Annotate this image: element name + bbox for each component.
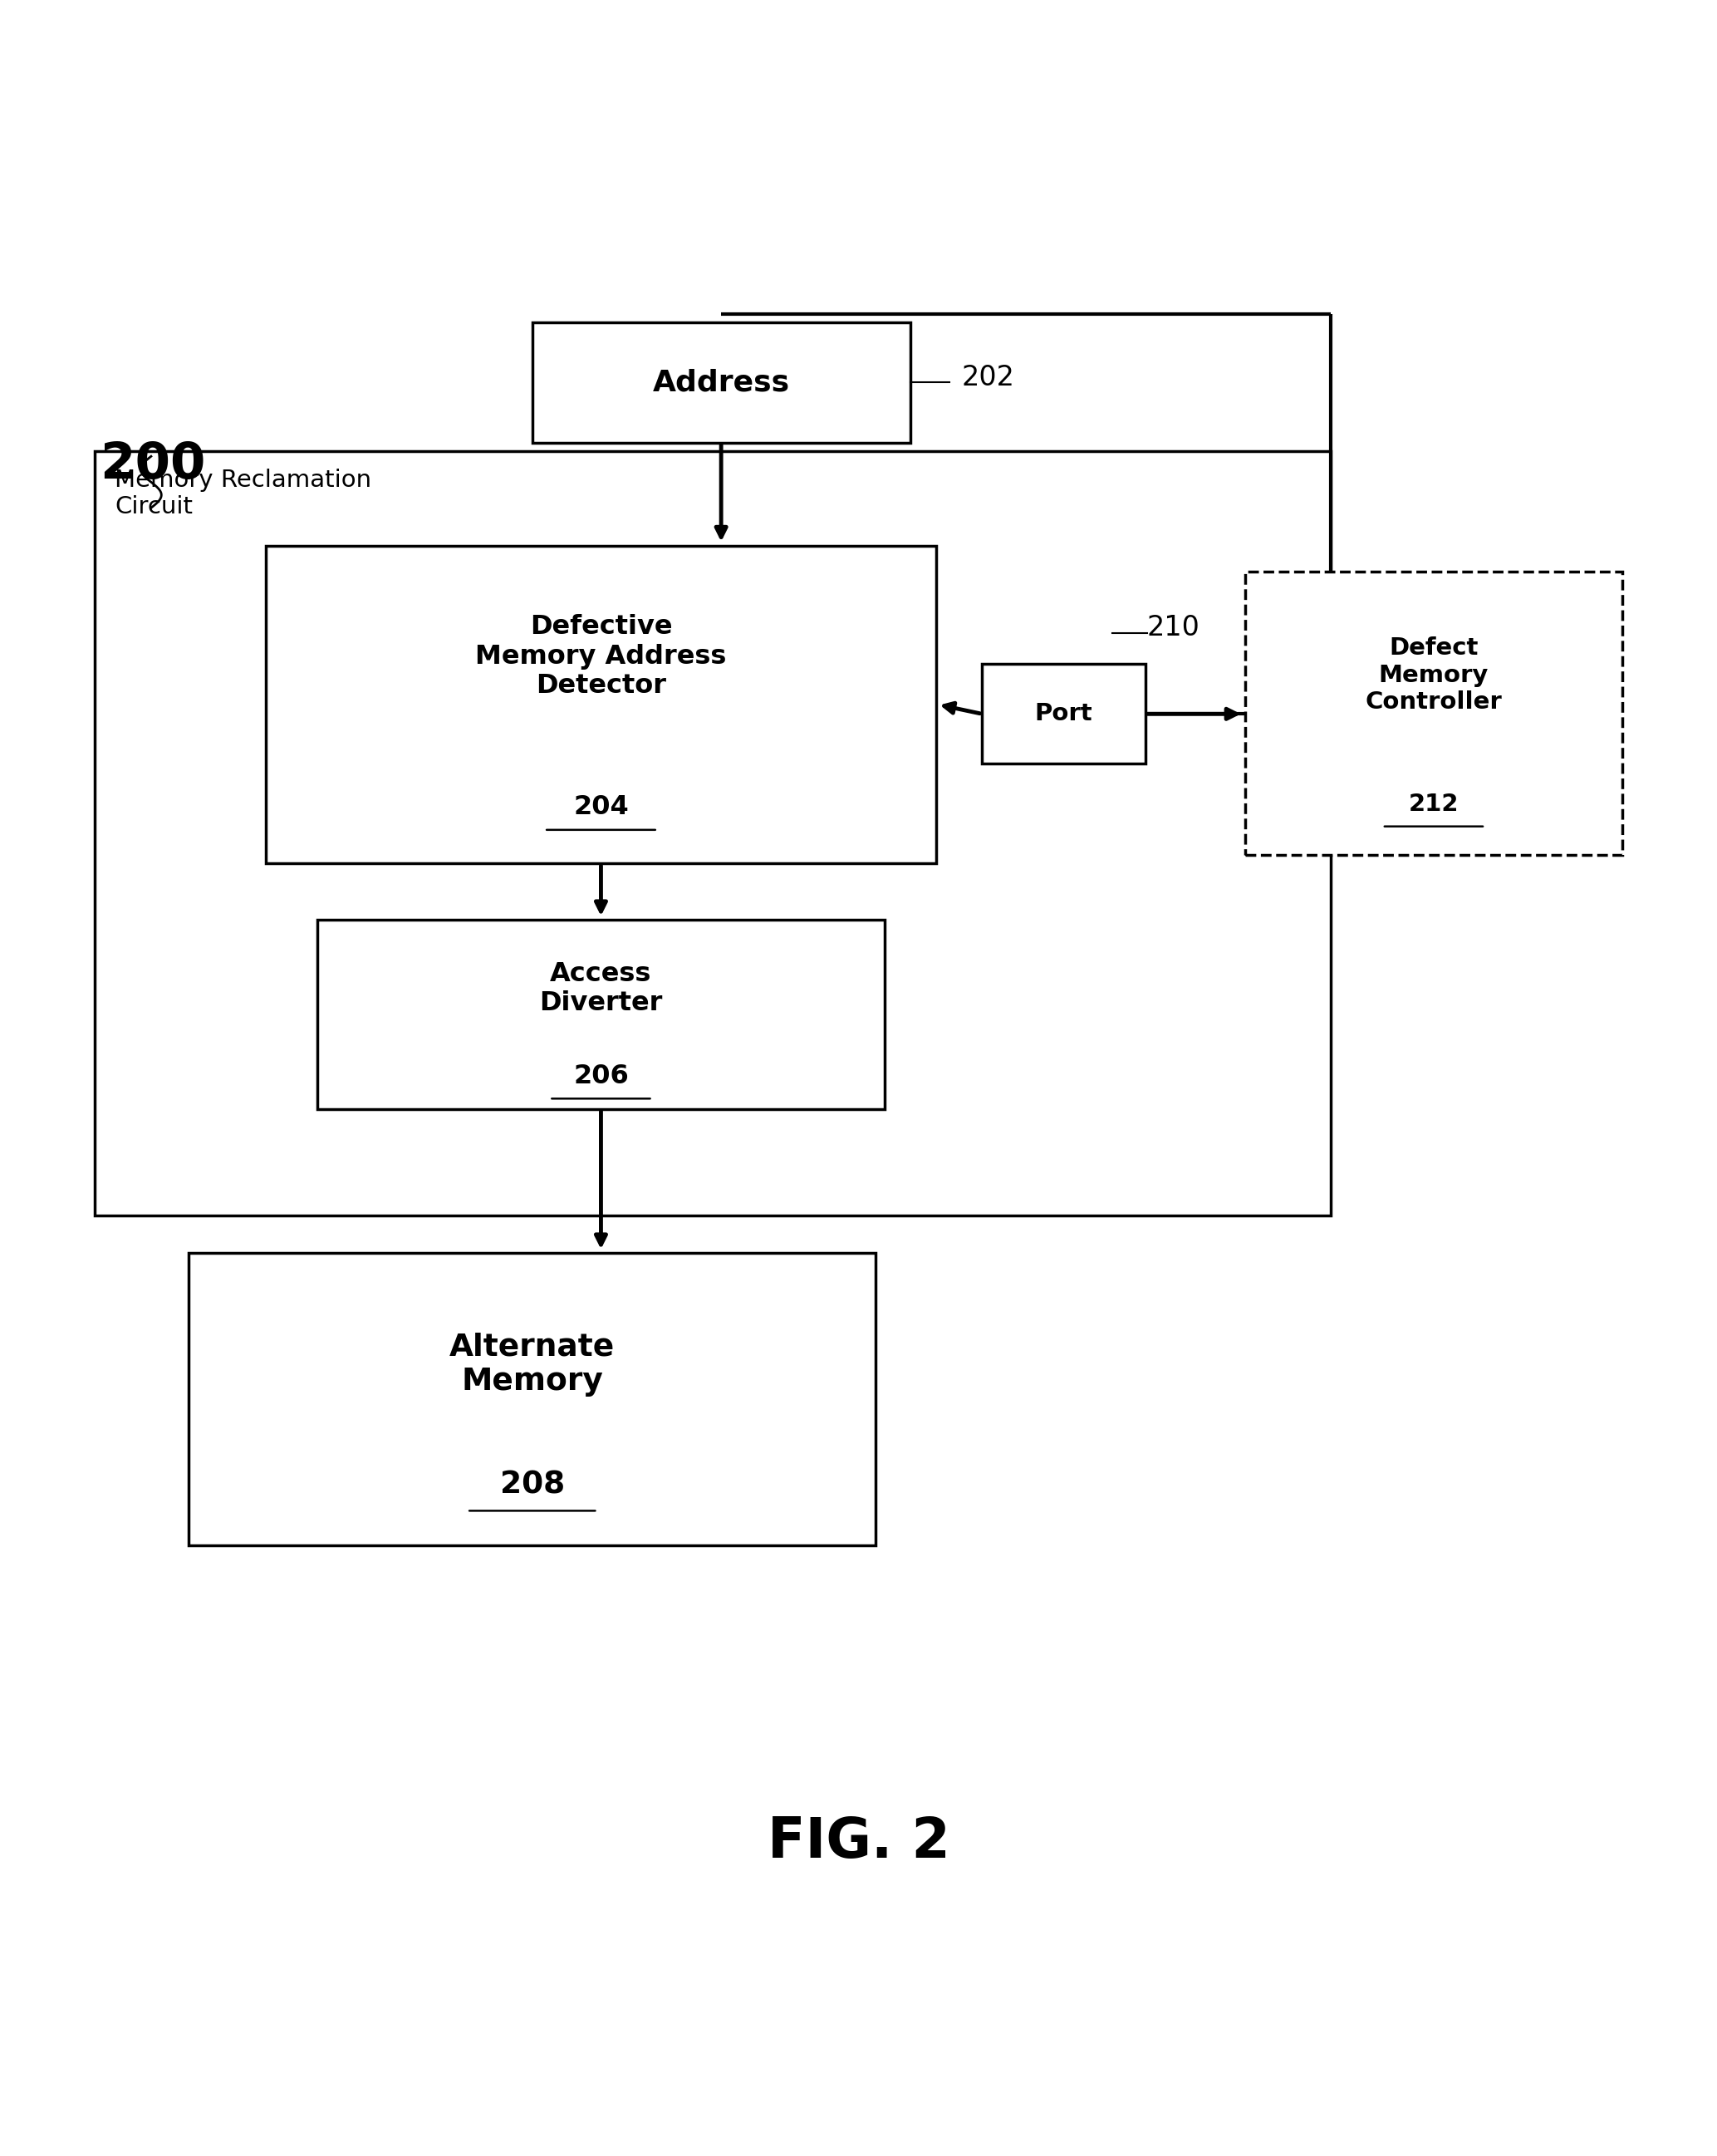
Text: Defect
Memory
Controller: Defect Memory Controller — [1365, 636, 1502, 714]
FancyBboxPatch shape — [318, 921, 884, 1108]
FancyBboxPatch shape — [189, 1253, 876, 1546]
Text: Defective
Memory Address
Detector: Defective Memory Address Detector — [476, 614, 726, 699]
FancyBboxPatch shape — [532, 323, 910, 442]
FancyBboxPatch shape — [94, 451, 1331, 1216]
Text: Address: Address — [652, 369, 790, 397]
FancyBboxPatch shape — [982, 664, 1145, 763]
FancyBboxPatch shape — [1245, 571, 1623, 854]
Text: 200: 200 — [100, 440, 206, 489]
Text: Alternate
Memory: Alternate Memory — [450, 1332, 615, 1397]
FancyBboxPatch shape — [266, 545, 936, 862]
Text: FIG. 2: FIG. 2 — [767, 1815, 950, 1869]
Text: Port: Port — [1035, 703, 1092, 727]
Text: 206: 206 — [573, 1063, 628, 1089]
Text: 208: 208 — [500, 1470, 565, 1501]
Text: 212: 212 — [1408, 793, 1459, 815]
Text: 202: 202 — [962, 364, 1015, 390]
Text: Access
Diverter: Access Diverter — [539, 962, 663, 1015]
Text: 210: 210 — [1147, 614, 1200, 642]
Text: 204: 204 — [573, 796, 628, 821]
Text: Memory Reclamation
Circuit: Memory Reclamation Circuit — [115, 468, 373, 520]
